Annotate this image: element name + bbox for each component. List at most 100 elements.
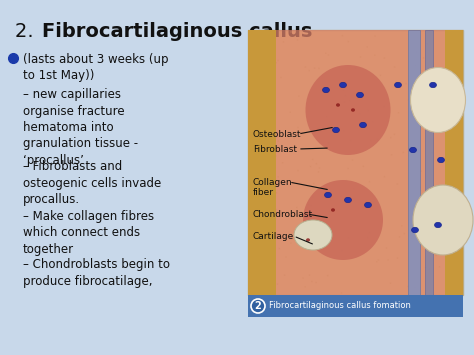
Ellipse shape (313, 183, 315, 184)
Ellipse shape (273, 163, 275, 165)
Ellipse shape (260, 104, 261, 105)
Ellipse shape (262, 187, 263, 188)
Text: – Fibroblasts and
osteogenic cells invade
procallus.: – Fibroblasts and osteogenic cells invad… (23, 160, 161, 206)
Ellipse shape (270, 185, 271, 186)
Ellipse shape (342, 35, 343, 37)
Ellipse shape (403, 233, 405, 234)
Ellipse shape (374, 35, 376, 37)
Ellipse shape (258, 128, 259, 130)
Ellipse shape (290, 31, 292, 33)
Text: 2: 2 (255, 301, 261, 311)
Ellipse shape (458, 242, 459, 243)
Ellipse shape (298, 227, 300, 229)
Ellipse shape (447, 135, 448, 136)
Ellipse shape (297, 39, 298, 41)
Ellipse shape (383, 57, 385, 59)
Ellipse shape (402, 152, 404, 153)
Bar (248, 30, 276, 295)
Ellipse shape (443, 215, 444, 216)
Ellipse shape (332, 127, 339, 133)
Ellipse shape (411, 241, 413, 242)
Ellipse shape (366, 127, 368, 129)
Ellipse shape (380, 75, 381, 76)
Ellipse shape (376, 261, 378, 262)
Ellipse shape (378, 259, 379, 261)
Ellipse shape (399, 236, 401, 237)
Ellipse shape (331, 208, 335, 212)
Ellipse shape (281, 210, 282, 212)
Ellipse shape (273, 250, 275, 251)
Ellipse shape (325, 192, 331, 198)
Ellipse shape (296, 207, 298, 208)
Ellipse shape (308, 204, 309, 206)
Ellipse shape (265, 277, 267, 279)
Ellipse shape (290, 111, 291, 113)
Ellipse shape (356, 92, 364, 98)
Ellipse shape (312, 159, 313, 160)
Ellipse shape (345, 95, 346, 97)
Ellipse shape (280, 77, 282, 78)
Ellipse shape (279, 248, 280, 249)
Ellipse shape (446, 55, 447, 57)
Ellipse shape (284, 274, 285, 276)
Ellipse shape (411, 227, 419, 233)
Ellipse shape (330, 106, 332, 107)
Ellipse shape (306, 238, 310, 242)
Ellipse shape (416, 51, 417, 53)
Ellipse shape (310, 166, 311, 167)
Ellipse shape (326, 116, 328, 118)
Ellipse shape (310, 205, 312, 206)
Ellipse shape (449, 93, 450, 94)
Ellipse shape (372, 121, 374, 123)
Ellipse shape (419, 187, 421, 188)
Ellipse shape (426, 240, 427, 242)
Ellipse shape (360, 56, 361, 58)
Ellipse shape (431, 91, 432, 93)
Ellipse shape (302, 277, 304, 279)
Text: Collagen
fiber: Collagen fiber (253, 178, 292, 197)
Ellipse shape (345, 197, 352, 203)
Ellipse shape (297, 127, 299, 128)
Ellipse shape (423, 57, 424, 59)
Ellipse shape (251, 58, 253, 60)
Ellipse shape (318, 171, 319, 173)
Text: 2.: 2. (15, 22, 40, 41)
Bar (248, 295, 463, 317)
Ellipse shape (330, 199, 331, 200)
Ellipse shape (265, 140, 267, 141)
Ellipse shape (341, 292, 342, 294)
Ellipse shape (428, 268, 430, 270)
Ellipse shape (417, 206, 418, 207)
Ellipse shape (315, 282, 317, 283)
Ellipse shape (415, 65, 416, 66)
Ellipse shape (347, 41, 349, 42)
Text: – Chondroblasts begin to
produce fibrocatilage,: – Chondroblasts begin to produce fibroca… (23, 258, 170, 288)
Ellipse shape (377, 138, 378, 140)
Ellipse shape (394, 82, 401, 88)
Ellipse shape (427, 43, 428, 44)
Ellipse shape (267, 288, 269, 289)
Ellipse shape (439, 266, 440, 268)
Ellipse shape (316, 163, 317, 164)
Ellipse shape (369, 181, 370, 182)
Ellipse shape (359, 122, 366, 128)
Ellipse shape (448, 242, 449, 244)
Ellipse shape (422, 73, 424, 75)
Ellipse shape (343, 89, 344, 91)
Ellipse shape (298, 95, 300, 97)
Ellipse shape (275, 149, 276, 150)
Ellipse shape (304, 286, 306, 288)
Ellipse shape (413, 185, 473, 255)
Ellipse shape (415, 200, 416, 201)
Ellipse shape (250, 90, 252, 92)
Ellipse shape (438, 157, 445, 163)
Bar (425, 30, 433, 295)
Ellipse shape (444, 157, 446, 158)
Ellipse shape (426, 244, 427, 245)
Ellipse shape (270, 272, 272, 273)
Ellipse shape (253, 176, 254, 178)
Ellipse shape (277, 176, 279, 178)
Ellipse shape (275, 209, 277, 210)
Ellipse shape (383, 105, 385, 107)
Ellipse shape (369, 232, 370, 234)
